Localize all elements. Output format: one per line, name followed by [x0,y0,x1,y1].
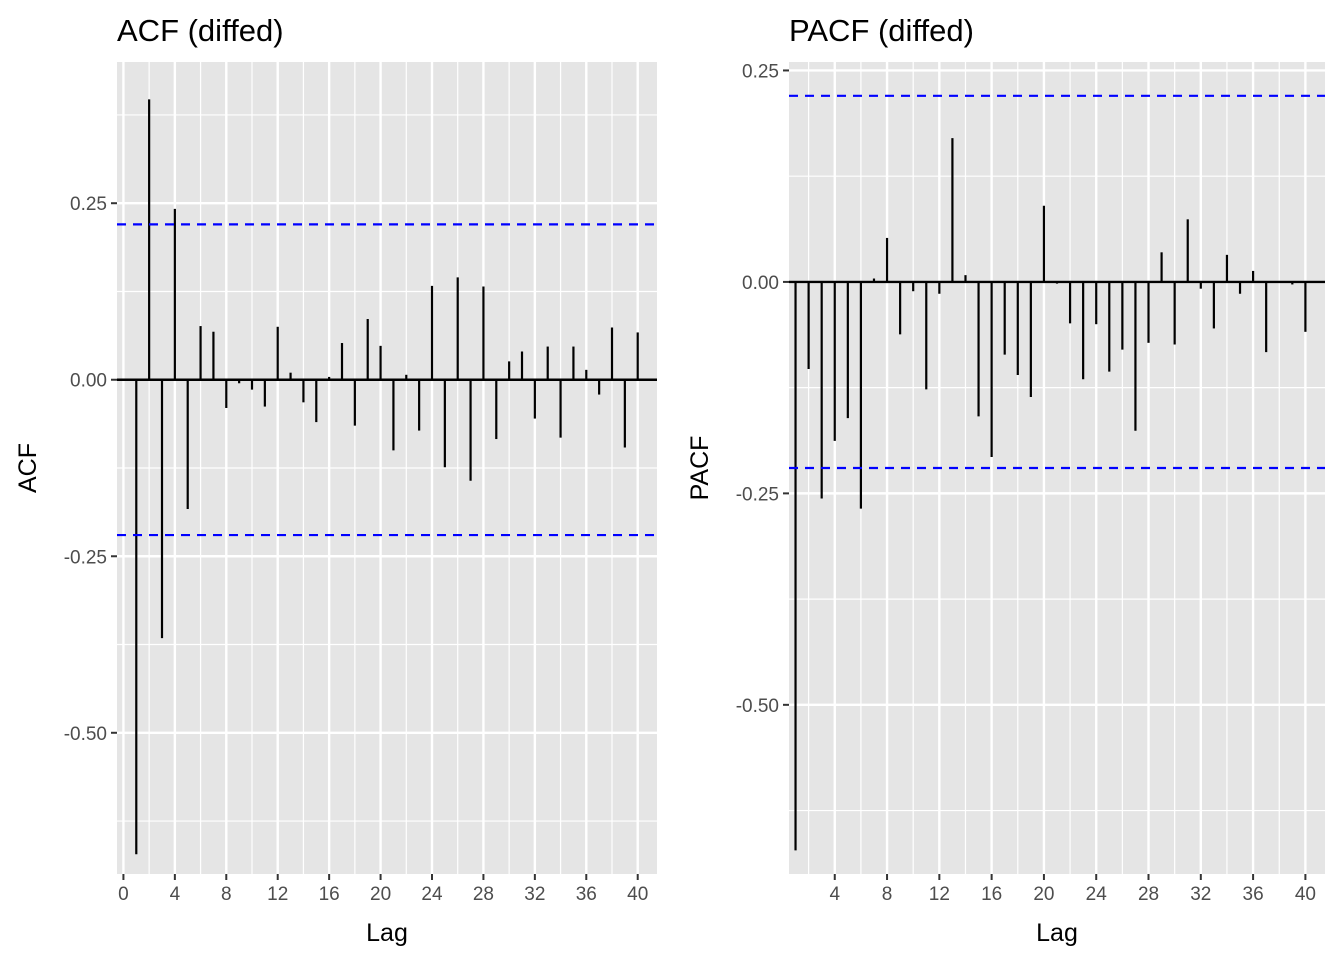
acf-y-axis-title: ACF [14,443,42,493]
acf-x-tick-label: 40 [627,884,648,905]
pacf-panel: 4 8 12 16 20 24 28 32 36 40 0.25 0.00 -0.25 -0.50 PACF… [686,13,1325,947]
acf-x-tick-label: 20 [370,884,391,905]
pacf-x-tick-label: 32 [1190,884,1211,905]
acf-x-axis-title: Lag [366,919,408,947]
acf-x-tick-label: 24 [421,884,443,905]
pacf-x-tick-label: 28 [1138,884,1159,905]
acf-x-tick-label: 28 [473,884,494,905]
acf-chart-title: ACF (diffed) [117,13,284,48]
acf-y-tick-label: -0.25 [64,547,107,568]
acf-x-tick-label: 36 [576,884,597,905]
acf-x-tick-label: 4 [170,884,181,905]
acf-x-tick-label: 16 [319,884,340,905]
pacf-x-tick-label: 40 [1295,884,1316,905]
acf-panel: 0 4 8 12 16 20 24 28 32 36 40 0.25 0.00 -0.25 -0.50 ACF… [14,13,657,947]
acf-y-tick-label: 0.25 [70,194,107,215]
acf-y-tick-label: 0.00 [70,371,107,392]
pacf-y-axis-title: PACF [686,436,714,501]
acf-y-tick-label: -0.50 [64,724,107,745]
pacf-x-tick-label: 24 [1086,884,1108,905]
pacf-y-tick-label: 0.25 [742,61,779,82]
acf-x-tick-label: 12 [267,884,288,905]
pacf-y-tick-label: -0.50 [736,696,779,717]
pacf-x-tick-label: 12 [929,884,950,905]
pacf-x-axis-title: Lag [1036,919,1078,947]
pacf-x-tick-label: 36 [1243,884,1264,905]
pacf-x-tick-label: 20 [1033,884,1054,905]
acf-x-tick-label: 32 [524,884,545,905]
acf-x-tick-label: 8 [221,884,232,905]
pacf-y-tick-label: 0.00 [742,273,779,294]
pacf-chart-title: PACF (diffed) [789,13,974,48]
pacf-x-tick-label: 4 [829,884,840,905]
acf-x-tick-label: 0 [118,884,129,905]
pacf-y-tick-label: -0.25 [736,484,779,505]
pacf-panel-background [789,62,1325,874]
pacf-x-tick-label: 16 [981,884,1002,905]
pacf-x-tick-label: 8 [882,884,893,905]
